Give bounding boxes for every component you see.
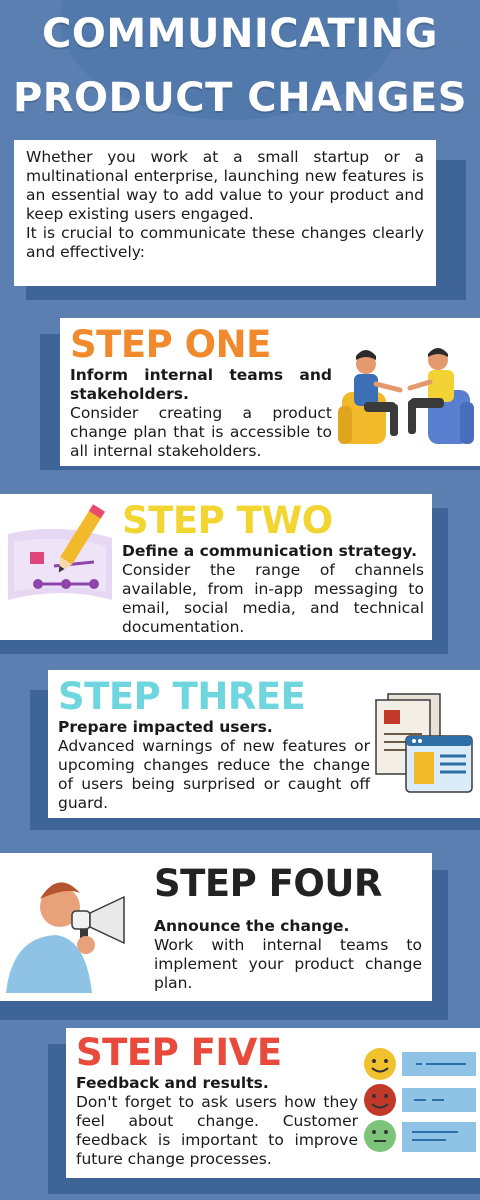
step-three-heading: Prepare impacted users. bbox=[58, 718, 273, 736]
step-four-body: Work with internal teams to implement yo… bbox=[154, 936, 422, 992]
step-five-heading: Feedback and results. bbox=[76, 1074, 269, 1092]
person-megaphone-icon bbox=[6, 882, 125, 993]
step-two-title: STEP TWO bbox=[122, 499, 333, 542]
step-two-card: STEP TWO Define a communication strategy… bbox=[0, 494, 432, 640]
step-five-body: Don't forget to ask users how they feel … bbox=[76, 1093, 358, 1168]
two-people-talking-icon bbox=[338, 348, 474, 444]
intro-paragraph-1: Whether you work at a small startup or a… bbox=[26, 148, 424, 223]
page-title-line-2: PRODUCT CHANGES bbox=[12, 75, 468, 121]
step-one-heading: Inform internal teams and stakeholders. bbox=[70, 366, 332, 403]
step-four-heading: Announce the change. bbox=[154, 917, 350, 935]
step-five-text: Feedback and results. Don't forget to as… bbox=[76, 1074, 358, 1169]
step-three-card: STEP THREE Prepare impacted users. Advan… bbox=[48, 670, 480, 818]
step-two-heading: Define a communication strategy. bbox=[122, 542, 417, 560]
intro-paragraph-2: It is crucial to communicate these chang… bbox=[26, 224, 424, 261]
step-four-title: STEP FOUR bbox=[154, 862, 382, 905]
step-five-card: STEP FIVE Feedback and results. Don't fo… bbox=[66, 1028, 480, 1178]
step-one-title: STEP ONE bbox=[70, 323, 271, 366]
page-title-line-1: COMMUNICATING bbox=[42, 11, 438, 57]
step-two-body: Consider the range of channels available… bbox=[122, 561, 424, 636]
intro-card: Whether you work at a small startup or a… bbox=[14, 140, 436, 286]
documents-browser-icon bbox=[375, 693, 473, 793]
step-three-body: Advanced warnings of new features or upc… bbox=[58, 737, 370, 812]
pencil-chart-icon bbox=[8, 504, 112, 600]
step-five-title: STEP FIVE bbox=[76, 1031, 282, 1074]
step-three-text: Prepare impacted users. Advanced warning… bbox=[58, 718, 370, 813]
step-three-title: STEP THREE bbox=[58, 675, 306, 718]
step-four-card: STEP FOUR Announce the change. Work with… bbox=[0, 853, 432, 1001]
step-one-card: STEP ONE Inform internal teams and stake… bbox=[60, 318, 480, 466]
step-two-text: Define a communication strategy. Conside… bbox=[122, 542, 424, 637]
feedback-emoji-icon bbox=[364, 1048, 476, 1152]
step-four-text: Announce the change. Work with internal … bbox=[154, 917, 422, 993]
step-one-body: Consider creating a product change plan … bbox=[70, 404, 332, 460]
step-one-text: Inform internal teams and stakeholders. … bbox=[70, 366, 332, 461]
